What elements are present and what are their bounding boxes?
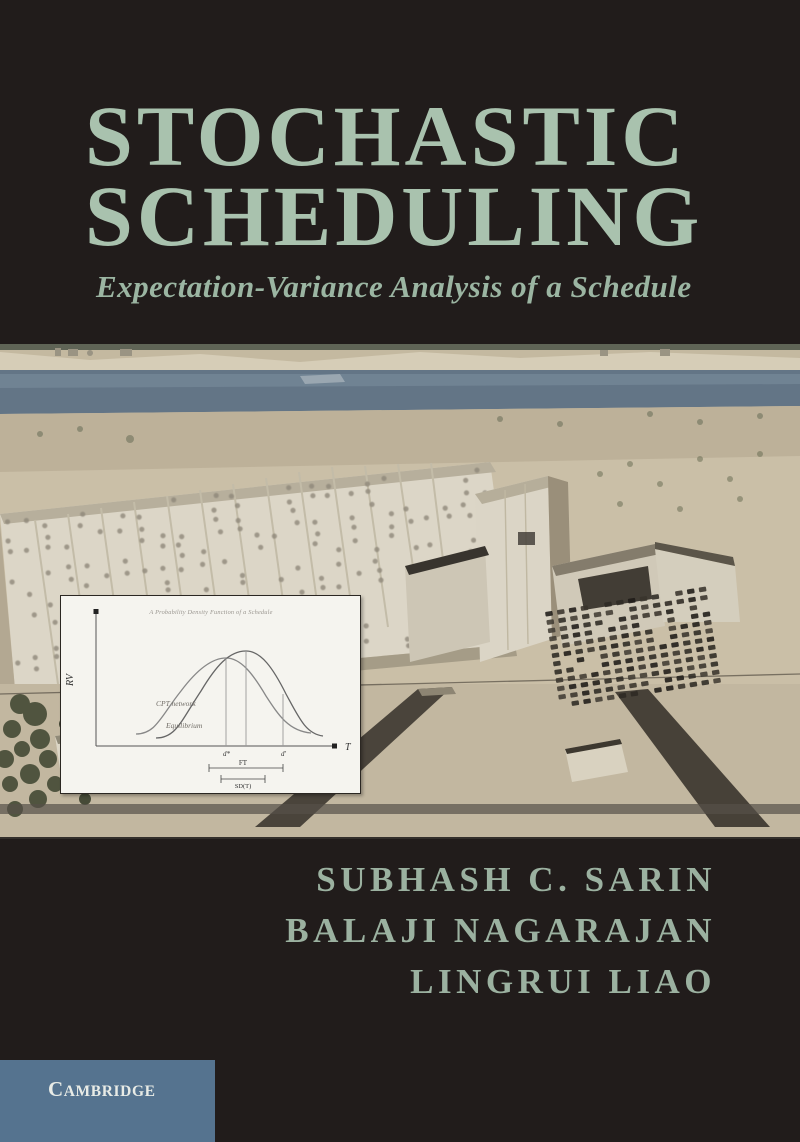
svg-text:d': d' [281, 750, 287, 758]
svg-text:T: T [345, 742, 352, 753]
svg-text:FT: FT [239, 759, 248, 767]
svg-text:RV: RV [65, 672, 76, 687]
svg-text:A Probability Density Function: A Probability Density Function of a Sche… [148, 609, 272, 616]
svg-text:CPT network: CPT network [156, 699, 196, 708]
svg-text:SD(T): SD(T) [235, 783, 252, 790]
svg-text:d*: d* [223, 750, 231, 758]
svg-text:Equilibrium: Equilibrium [165, 721, 203, 730]
